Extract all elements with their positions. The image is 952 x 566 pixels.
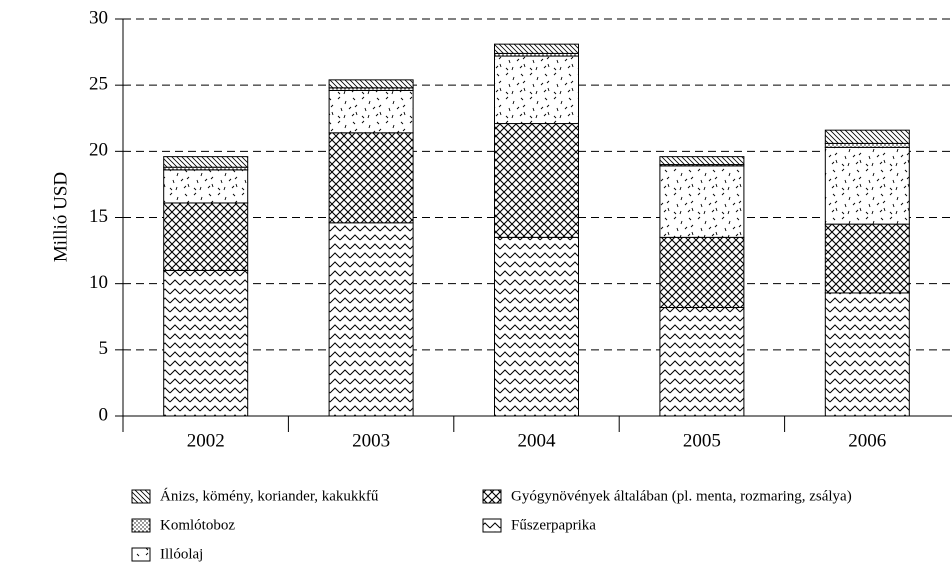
legend-swatch (482, 489, 502, 504)
bar-segment (659, 156, 745, 166)
y-axis-label: Millió USD (50, 172, 71, 262)
x-tick-label: 2002 (187, 430, 225, 451)
bar-segment (328, 89, 414, 134)
legend-swatch (131, 489, 151, 504)
bar-segment (163, 156, 249, 168)
bar-segment (163, 169, 249, 204)
legend-label: Ánizs, kömény, koriander, kakukkfű (160, 487, 379, 504)
legend-swatch (131, 547, 151, 562)
bar-segment (494, 123, 579, 238)
bar-segment (659, 306, 745, 417)
bar-segment (163, 202, 249, 271)
y-tick-label: 10 (89, 272, 108, 293)
y-tick-label: 30 (89, 7, 108, 28)
legend-label: Fűszerpaprika (511, 517, 596, 533)
bar-segment (824, 146, 910, 225)
x-tick-label: 2003 (352, 430, 390, 451)
y-tick-label: 5 (99, 338, 109, 359)
bar-segment (824, 129, 910, 144)
x-tick-label: 2005 (683, 430, 721, 451)
bar-segment (824, 223, 910, 294)
bar-segment (328, 222, 414, 417)
bar-segment (494, 43, 579, 54)
bar-segment (659, 236, 745, 308)
y-tick-label: 0 (99, 404, 109, 425)
bar-segment (659, 165, 745, 238)
legend-swatch (482, 518, 502, 533)
bar-segment (494, 236, 579, 417)
bar-segment (494, 55, 579, 125)
x-tick-label: 2006 (848, 430, 886, 451)
y-tick-label: 15 (89, 206, 108, 227)
y-tick-label: 25 (89, 74, 108, 95)
bar-segment (328, 79, 414, 89)
bar-segment (824, 292, 910, 417)
bar-segment (328, 132, 414, 224)
legend-label: Gyógynövények általában (pl. menta, rozm… (511, 488, 852, 504)
y-tick-label: 20 (89, 140, 108, 161)
x-tick-label: 2004 (518, 430, 557, 451)
bar-segment (163, 269, 249, 417)
legend-label: Illóolaj (160, 546, 203, 562)
legend-label: Komlótoboz (160, 517, 235, 533)
legend-swatch (131, 518, 151, 533)
bar-segment (824, 142, 910, 148)
